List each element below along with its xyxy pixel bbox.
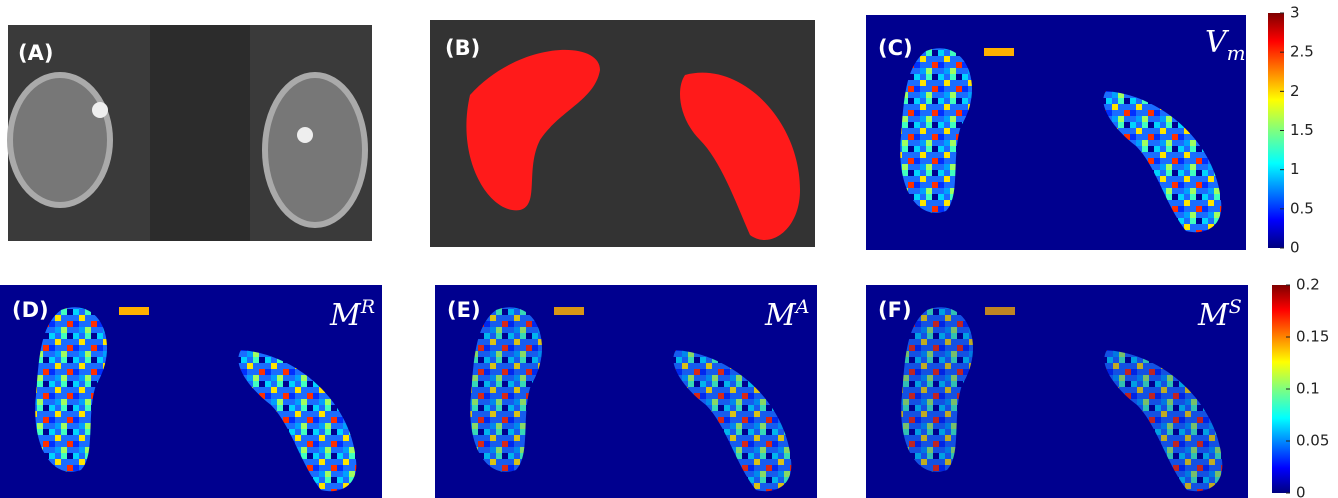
panel-f: (F) MS	[866, 285, 1248, 498]
colorbar-tick-label: 0	[1290, 239, 1300, 257]
colorbar-tick-label: 1	[1290, 160, 1300, 178]
panel-label: (E)	[447, 298, 481, 322]
panel-b: (B)	[430, 20, 815, 247]
figure: (A) (B) (C) Vm (D) MR (E) MA (F) MS 0 0.5…	[0, 0, 1338, 498]
panel-label: (F)	[878, 298, 912, 322]
colorbar-tick-label: 2	[1290, 82, 1300, 100]
colorbar-tick-label: 0	[1296, 484, 1306, 498]
panel-d: (D) MR	[0, 285, 382, 498]
panel-label: (C)	[878, 36, 913, 60]
colorbar-tick-label: 0.1	[1296, 380, 1320, 398]
panel-label: (A)	[18, 41, 53, 65]
colorbar-tick-label: 0.05	[1296, 432, 1329, 450]
panel-label: (B)	[445, 36, 480, 60]
colorbar-tick-label: 0.2	[1296, 276, 1320, 294]
panel-a: (A)	[8, 25, 372, 241]
colorbar-tick-label: 3	[1290, 4, 1300, 22]
panel-label: (D)	[12, 298, 49, 322]
colorbar-tick-label: 0.5	[1290, 199, 1314, 217]
colorbar-tick-label: 1.5	[1290, 121, 1314, 139]
colorbar-tick-label: 0.15	[1296, 328, 1329, 346]
panel-c: (C) Vm	[866, 15, 1246, 250]
panel-e: (E) MA	[435, 285, 817, 498]
colorbar-tick-label: 2.5	[1290, 43, 1314, 61]
